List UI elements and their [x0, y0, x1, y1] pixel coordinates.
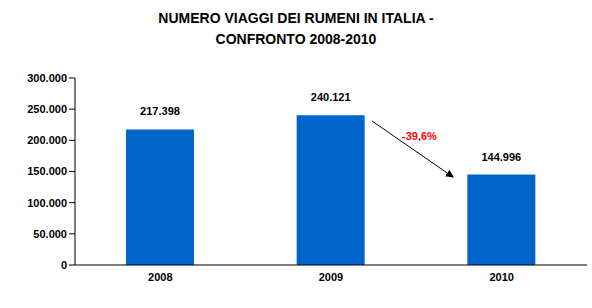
svg-text:2009: 2009 — [319, 271, 343, 283]
svg-text:217.398: 217.398 — [140, 105, 180, 117]
html-text:CONFRONTO 2008-2010: CONFRONTO 2008-2010 — [215, 31, 377, 47]
svg-text:144.996: 144.996 — [481, 151, 521, 163]
svg-text:100.000: 100.000 — [27, 197, 67, 209]
svg-text:2008: 2008 — [148, 271, 172, 283]
svg-text:-39,6%: -39,6% — [402, 130, 437, 142]
svg-text:50.000: 50.000 — [33, 228, 67, 240]
svg-text:240.121: 240.121 — [311, 91, 351, 103]
svg-text:0: 0 — [61, 259, 67, 271]
svg-text:300.000: 300.000 — [27, 72, 67, 84]
svg-text:2010: 2010 — [489, 271, 513, 283]
svg-text:150.000: 150.000 — [27, 165, 67, 177]
svg-text:250.000: 250.000 — [27, 103, 67, 115]
svg-text:200.000: 200.000 — [27, 134, 67, 146]
html-text:NUMERO VIAGGI DEI RUMENI IN IT: NUMERO VIAGGI DEI RUMENI IN ITALIA - — [158, 10, 434, 26]
